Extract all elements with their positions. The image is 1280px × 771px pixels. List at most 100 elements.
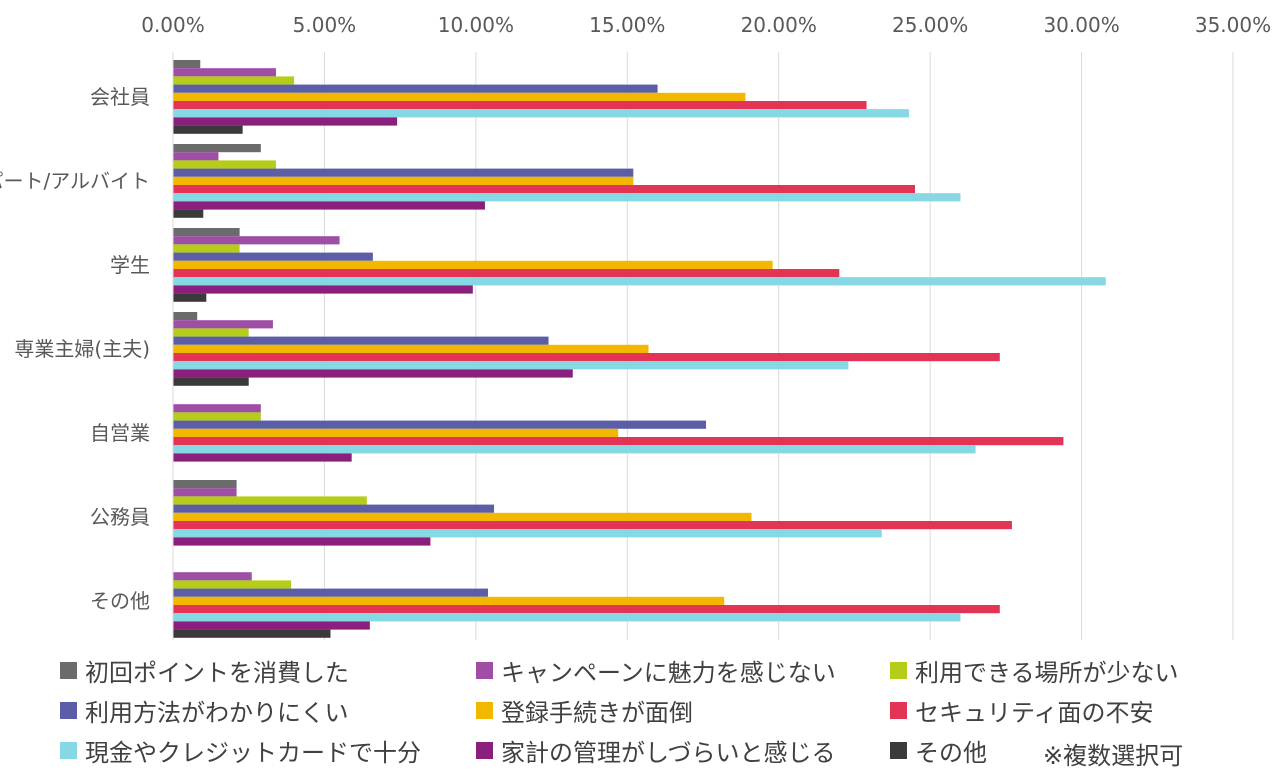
bar — [173, 168, 634, 177]
bar — [173, 193, 961, 202]
x-tick-label: 15.00% — [589, 13, 665, 37]
bar — [173, 629, 331, 638]
bar — [173, 60, 201, 69]
legend-item: 家計の管理がしづらいと感じる — [476, 732, 836, 768]
bar — [173, 420, 707, 429]
bar — [173, 92, 746, 101]
bar — [173, 84, 658, 93]
x-tick-label: 10.00% — [438, 13, 514, 37]
bar — [173, 377, 249, 386]
legend-label: 登録手続きが面倒 — [501, 698, 693, 727]
bar — [173, 621, 370, 630]
category-label: 自営業 — [90, 421, 150, 445]
legend-swatch — [476, 661, 493, 679]
bar — [173, 176, 634, 185]
bar — [173, 209, 204, 218]
legend-swatch — [60, 741, 77, 759]
legend-item: 利用できる場所が少ない — [890, 652, 1179, 688]
x-tick-label: 25.00% — [892, 13, 968, 37]
x-tick-label: 35.00% — [1195, 13, 1271, 37]
legend-item: 利用方法がわかりにくい — [60, 692, 349, 728]
bar — [173, 328, 249, 337]
legend-label: 利用できる場所が少ない — [915, 658, 1179, 687]
bar — [173, 437, 1064, 446]
bar — [173, 312, 198, 321]
category-label: 専業主婦(主夫) — [14, 337, 150, 361]
bar — [173, 512, 752, 521]
bar — [173, 277, 1106, 286]
bar — [173, 160, 276, 169]
bar — [173, 529, 882, 538]
x-tick-label: 0.00% — [141, 13, 205, 37]
legend-swatch — [890, 701, 907, 719]
bar — [173, 353, 1000, 362]
legend-label: 初回ポイントを消費した — [85, 658, 349, 687]
bar — [173, 488, 237, 497]
bar — [173, 445, 976, 454]
legend-label: 現金やクレジットカードで十分 — [85, 738, 421, 767]
bar — [173, 596, 725, 605]
legend-swatch — [890, 661, 907, 679]
bar — [173, 344, 649, 353]
bar — [173, 613, 961, 622]
category-label: 学生 — [110, 253, 150, 277]
legend-item: 初回ポイントを消費した — [60, 652, 349, 688]
x-axis-tick-labels: 0.00% 5.00% 10.00% 15.00% 20.00% 25.00% 30.00%… — [141, 13, 1271, 37]
legend-item: 登録手続きが面倒 — [476, 692, 693, 728]
category-label: パート/アルバイト — [0, 169, 150, 193]
bar — [173, 125, 243, 134]
legend-label: セキュリティ面の不安 — [915, 698, 1154, 727]
bar — [173, 109, 909, 118]
category-label: その他 — [90, 589, 150, 613]
bar — [173, 252, 373, 261]
bar — [173, 453, 352, 462]
bar — [173, 320, 273, 329]
bar — [173, 152, 219, 161]
bar — [173, 269, 840, 278]
bar — [173, 588, 488, 597]
bar — [173, 336, 549, 345]
bar — [173, 504, 495, 513]
bar — [173, 101, 867, 110]
bar — [173, 185, 915, 194]
bar — [173, 572, 252, 581]
legend-swatch — [476, 701, 493, 719]
bar — [173, 236, 340, 245]
bar — [173, 404, 261, 413]
legend-label: その他 — [915, 738, 987, 767]
legend-label: 家計の管理がしづらいと感じる — [501, 738, 836, 767]
bar — [173, 605, 1000, 614]
bar — [173, 412, 261, 421]
legend-label: キャンペーンに魅力を感じない — [501, 658, 836, 687]
bar — [173, 537, 431, 546]
x-tick-label: 20.00% — [741, 13, 817, 37]
x-tick-label: 5.00% — [293, 13, 357, 37]
bar-series — [173, 60, 1106, 638]
bar — [173, 260, 773, 269]
bar — [173, 117, 398, 126]
bar — [173, 361, 849, 370]
bar — [173, 68, 276, 77]
bar — [173, 521, 1012, 530]
bar — [173, 496, 367, 505]
legend-item: 現金やクレジットカードで十分 — [60, 732, 421, 768]
multiple-choice-note: ※複数選択可 — [1043, 742, 1184, 770]
legend-item: セキュリティ面の不安 — [890, 692, 1154, 728]
category-label: 公務員 — [90, 505, 150, 529]
bar — [173, 244, 240, 253]
bar — [173, 144, 261, 153]
legend-item: キャンペーンに魅力を感じない — [476, 652, 836, 688]
category-label: 会社員 — [90, 85, 150, 109]
legend-swatch — [60, 661, 77, 679]
bar — [173, 428, 619, 437]
legend-label: 利用方法がわかりにくい — [85, 698, 349, 727]
x-tick-label: 30.00% — [1043, 13, 1119, 37]
bar — [173, 369, 573, 378]
bar — [173, 285, 473, 294]
bar — [173, 201, 485, 210]
bar — [173, 580, 292, 589]
legend: 初回ポイントを消費した キャンペーンに魅力を感じない 利用できる場所が少ない 利… — [60, 652, 1280, 771]
legend-item: その他 — [890, 732, 987, 768]
bar — [173, 480, 237, 489]
